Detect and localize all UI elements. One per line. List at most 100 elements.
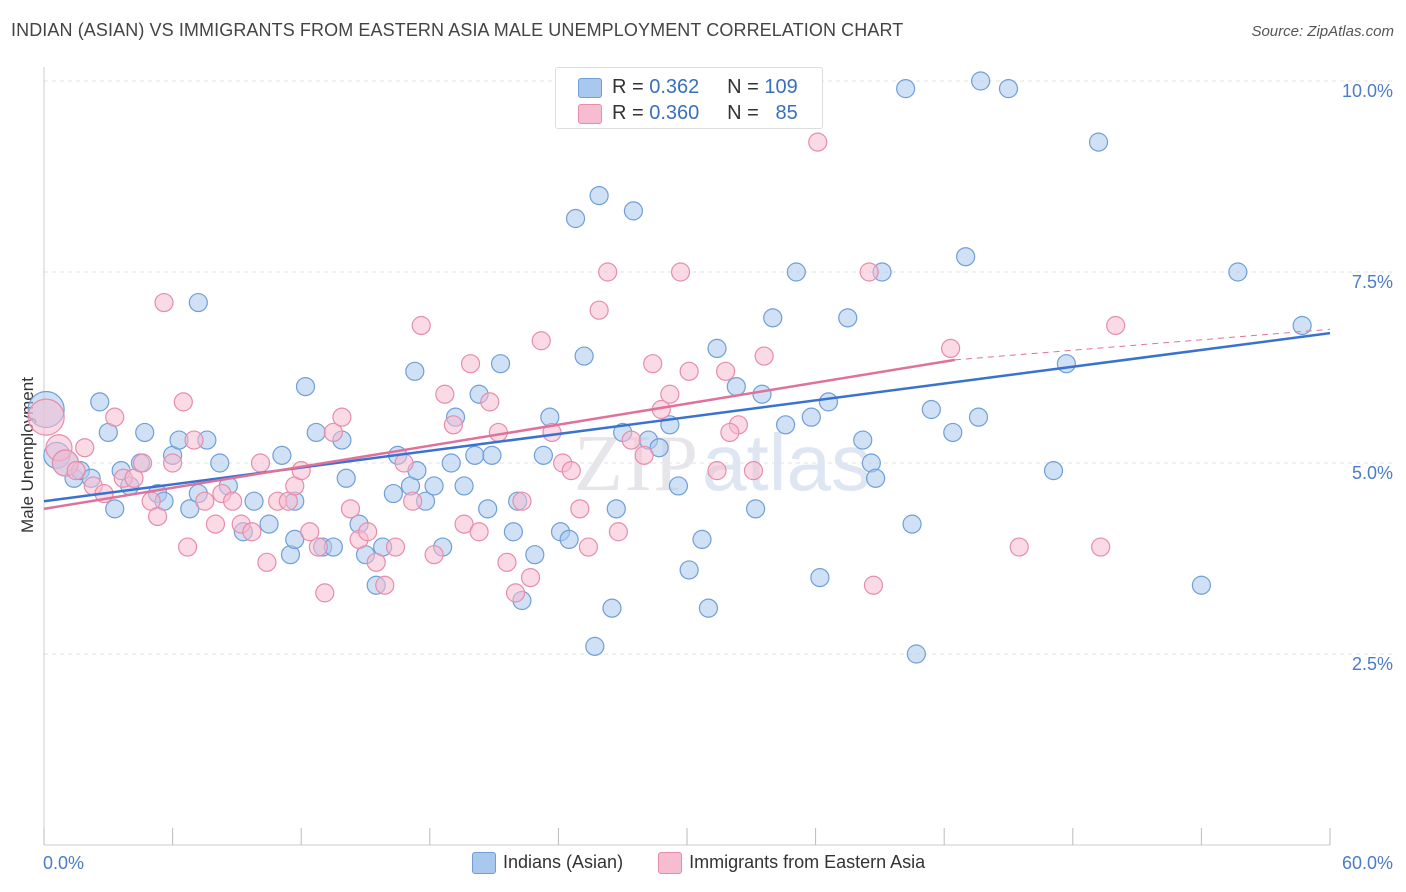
- chart-title: INDIAN (ASIAN) VS IMMIGRANTS FROM EASTER…: [11, 20, 904, 40]
- point-immigrants: [291, 461, 311, 481]
- point-indians: [1228, 262, 1248, 282]
- point-immigrants: [205, 514, 226, 534]
- point-immigrants: [250, 453, 271, 473]
- y-tick-label: 7.5%: [1352, 272, 1393, 292]
- point-immigrants: [308, 537, 328, 557]
- point-immigrants: [707, 461, 727, 481]
- point-indians: [405, 361, 425, 381]
- point-immigrants: [660, 384, 680, 404]
- legend-n-value: 109: [764, 76, 798, 98]
- point-indians: [454, 476, 474, 496]
- point-immigrants: [863, 575, 884, 595]
- legend-swatch-pink: [658, 852, 683, 874]
- correlation-legend: R = 0.362 N = 109 R = 0.360 N = 85: [555, 67, 823, 129]
- point-immigrants: [589, 300, 609, 320]
- point-immigrants: [435, 384, 455, 404]
- point-immigrants: [1106, 315, 1126, 336]
- trend-extension-immigrants: [954, 328, 1331, 361]
- legend-swatch-blue: [578, 78, 602, 98]
- point-indians: [752, 384, 772, 404]
- point-immigrants: [184, 430, 204, 450]
- point-indians: [692, 529, 712, 550]
- legend-item-indians[interactable]: Indians (Asian): [472, 852, 624, 874]
- point-indians: [726, 377, 746, 397]
- point-indians: [1292, 315, 1312, 336]
- legend-swatch-pink: [578, 104, 602, 124]
- point-immigrants: [859, 262, 879, 282]
- point-indians: [853, 430, 873, 450]
- point-indians: [810, 567, 830, 588]
- point-indians: [707, 338, 727, 358]
- point-indians: [838, 308, 858, 328]
- point-immigrants: [754, 346, 774, 366]
- point-indians: [968, 407, 989, 427]
- point-indians: [180, 499, 200, 519]
- trend-layer: [43, 328, 1331, 511]
- point-indians: [801, 407, 821, 427]
- legend-r-label: R =: [612, 76, 644, 98]
- point-indians: [698, 598, 719, 618]
- point-immigrants: [743, 461, 764, 481]
- point-indians: [465, 445, 485, 465]
- point-indians: [1056, 354, 1076, 374]
- point-immigrants: [340, 499, 361, 519]
- legend-n-label: N =: [727, 102, 759, 124]
- legend-n-value: 85: [775, 102, 798, 124]
- point-indians: [482, 445, 502, 465]
- point-indians: [602, 598, 622, 618]
- point-immigrants: [163, 453, 183, 473]
- point-indians: [285, 529, 305, 550]
- point-indians: [565, 208, 586, 229]
- point-indians: [135, 422, 155, 443]
- point-immigrants: [720, 422, 740, 443]
- point-indians: [866, 468, 886, 488]
- trend-line-immigrants: [43, 358, 956, 511]
- point-indians: [272, 445, 292, 465]
- legend-label: Immigrants from Eastern Asia: [689, 852, 926, 872]
- point-indians: [424, 476, 444, 496]
- point-immigrants: [715, 361, 736, 381]
- legend-label: Indians (Asian): [503, 852, 624, 872]
- point-immigrants: [643, 354, 663, 374]
- point-immigrants: [403, 491, 423, 511]
- point-indians: [441, 453, 461, 473]
- point-immigrants: [670, 262, 691, 282]
- point-immigrants: [941, 338, 961, 358]
- point-indians: [679, 560, 699, 580]
- point-indians: [336, 468, 356, 488]
- point-indians: [902, 514, 922, 534]
- point-indians: [649, 438, 669, 458]
- point-indians: [105, 499, 125, 519]
- point-indians: [606, 499, 626, 519]
- chart-source: Source: ZipAtlas.com: [1251, 23, 1394, 40]
- legend-swatch-blue: [472, 852, 496, 874]
- point-indians: [585, 636, 605, 656]
- legend-item-immigrants[interactable]: Immigrants from Eastern Asia: [658, 852, 926, 874]
- point-immigrants: [195, 491, 215, 511]
- point-immigrants: [443, 415, 463, 435]
- point-immigrants: [424, 545, 444, 565]
- point-immigrants: [480, 392, 500, 412]
- point-immigrants: [454, 514, 474, 534]
- point-immigrants: [154, 292, 174, 313]
- point-immigrants: [598, 262, 618, 282]
- point-indians: [763, 308, 783, 328]
- point-immigrants: [358, 522, 378, 542]
- point-immigrants: [332, 407, 352, 427]
- point-immigrants: [578, 537, 599, 557]
- point-indians: [1088, 132, 1109, 152]
- point-immigrants: [366, 552, 386, 572]
- point-immigrants: [621, 430, 641, 450]
- point-indians: [383, 483, 403, 504]
- tick-label-layer: 2.5% 5.0% 7.5% 10.0% 0.0% 60.0%: [43, 81, 1393, 873]
- x-tick-label: 60.0%: [1342, 853, 1393, 873]
- point-indians: [90, 392, 110, 412]
- point-indians: [943, 422, 963, 443]
- point-indians: [210, 453, 230, 473]
- legend-r-value: 0.360: [649, 102, 700, 124]
- y-tick-label: 5.0%: [1352, 463, 1393, 483]
- point-immigrants: [315, 583, 335, 603]
- point-immigrants: [411, 315, 431, 336]
- point-indians: [559, 529, 579, 550]
